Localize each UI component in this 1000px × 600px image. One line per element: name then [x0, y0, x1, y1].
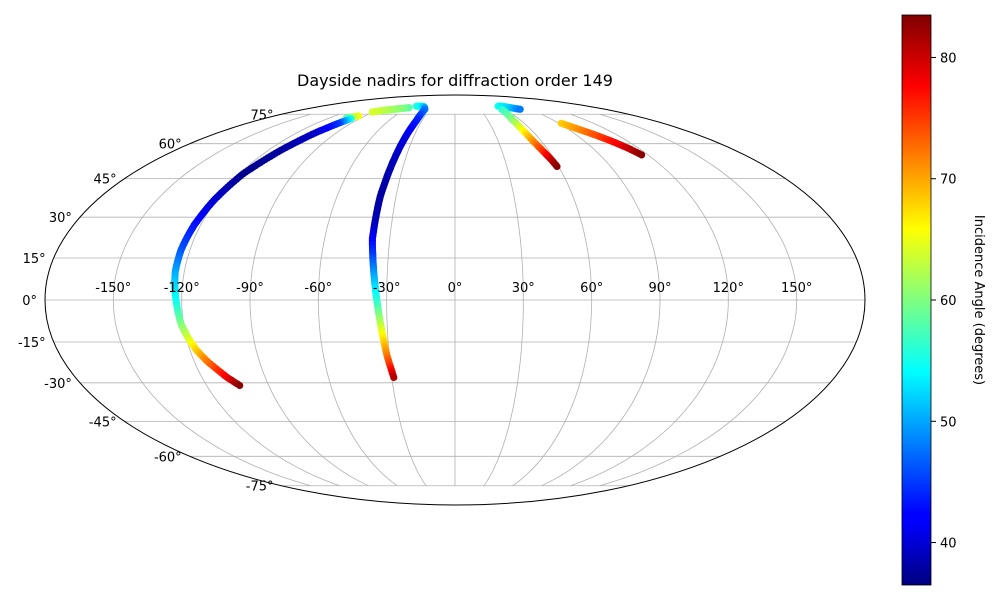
colorbar-label: Incidence Angle (degrees): [971, 215, 986, 385]
data-points: [171, 102, 646, 390]
longitude-tick-label: 150°: [781, 281, 812, 296]
data-point: [390, 373, 398, 382]
colorbar-tick-label: 50: [940, 415, 957, 430]
latitude-tick-label: -75°: [246, 480, 274, 495]
longitude-tick-label: -120°: [164, 281, 200, 296]
latitude-tick-label: 75°: [250, 108, 273, 123]
data-point: [516, 105, 524, 113]
colorbar-tick-label: 60: [940, 294, 957, 309]
latitude-tick-label: -30°: [44, 377, 72, 392]
latitude-tick-label: 30°: [49, 211, 72, 226]
latitude-tick-label: -15°: [18, 336, 46, 351]
longitude-tick-label: 120°: [713, 281, 744, 296]
colorbar: [901, 14, 932, 586]
latitude-tick-labels: -75° -60° -45° -30° -15° 0° 15° 30° 45° 60° 75°: [18, 108, 274, 494]
data-point: [236, 381, 244, 390]
map-boundary: [44, 94, 866, 506]
longitude-tick-labels: -150° -120° -90° -60° -30° 0° 30° 60° 90° 120° 150…: [95, 281, 812, 296]
data-point: [638, 151, 646, 159]
longitude-tick-label: 90°: [648, 281, 671, 296]
latitude-tick-label: -60°: [154, 450, 182, 465]
colorbar-tick-label: 70: [940, 173, 957, 188]
colorbar-ticks: 40 50 60 70 80: [931, 51, 957, 552]
latitude-tick-label: -45°: [89, 415, 117, 430]
colorbar-tick-label: 80: [940, 51, 957, 66]
longitude-tick-label: 0°: [448, 281, 463, 296]
longitude-tick-label: -150°: [95, 281, 131, 296]
longitude-tick-label: -60°: [304, 281, 332, 296]
longitude-tick-label: 30°: [512, 281, 535, 296]
chart-title: Dayside nadirs for diffraction order 149: [297, 71, 613, 90]
colorbar-tick-label: 40: [940, 537, 957, 552]
map-grid: [45, 113, 865, 487]
latitude-tick-label: 45°: [94, 173, 117, 188]
longitude-tick-label: -90°: [236, 281, 264, 296]
longitude-tick-label: -30°: [373, 281, 401, 296]
latitude-tick-label: 15°: [23, 252, 46, 267]
data-point: [368, 108, 376, 116]
latitude-tick-label: 0°: [22, 294, 37, 309]
latitude-tick-label: 60°: [159, 138, 182, 153]
data-point: [553, 162, 561, 171]
longitude-tick-label: 60°: [580, 281, 603, 296]
